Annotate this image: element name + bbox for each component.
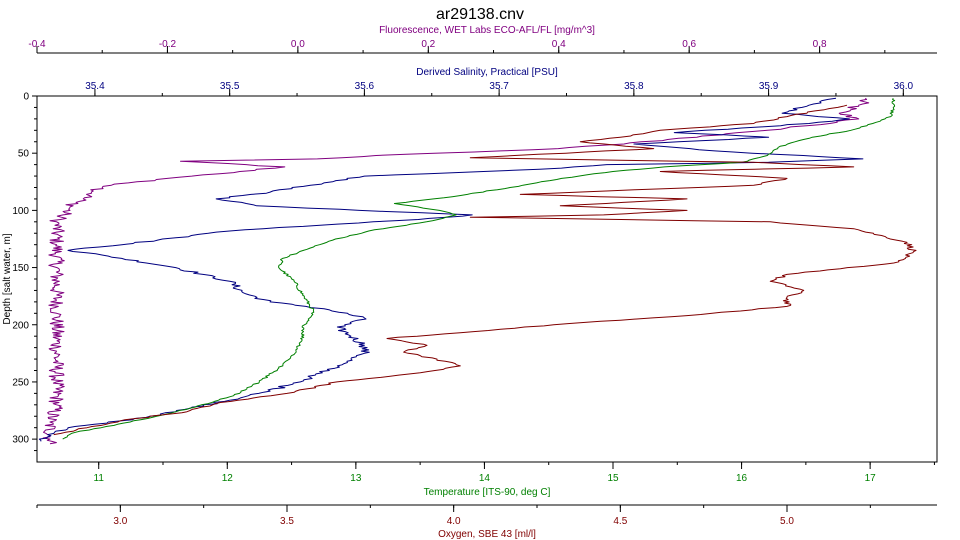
chart-title: ar29138.cnv	[436, 6, 524, 23]
depth-tick-label: 50	[18, 149, 30, 160]
depth-tick-label: 200	[12, 320, 29, 331]
salinity-tick-label: 36.0	[894, 81, 914, 92]
depth-tick-label: 100	[12, 206, 29, 217]
salinity-tick-label: 35.6	[355, 81, 375, 92]
temperature-tick-label: 17	[865, 473, 877, 484]
oxygen-tick-label: 3.5	[280, 516, 294, 527]
depth-axis-title: Depth [salt water, m]	[2, 233, 13, 324]
fluorescence-tick-label: 0.0	[291, 39, 305, 50]
fluorescence-tick-label: 0.2	[421, 39, 435, 50]
temperature-tick-label: 11	[94, 473, 105, 484]
fluorescence-tick-label: -0.2	[159, 39, 177, 50]
axes-layer: -0.4 -0.2 0.0 0.2 0.4 0.6 0.8 35.4 35.5 35.6 35.7 3…	[12, 39, 937, 527]
temperature-tick-label: 14	[479, 473, 491, 484]
temperature-tick-label: 13	[350, 473, 362, 484]
salinity-tick-label: 35.9	[759, 81, 779, 92]
oxygen-tick-label: 4.0	[447, 516, 461, 527]
salinity-tick-label: 35.4	[85, 81, 105, 92]
depth-tick-label: 150	[12, 263, 29, 274]
temperature-tick-label: 16	[736, 473, 748, 484]
salinity-trace	[38, 97, 864, 442]
fluorescence-tick-label: 0.4	[552, 39, 566, 50]
salinity-tick-label: 35.5	[220, 81, 240, 92]
salinity-tick-label: 35.8	[624, 81, 644, 92]
fluorescence-tick-label: 0.6	[682, 39, 696, 50]
fluorescence-tick-label: 0.8	[813, 39, 827, 50]
temperature-axis-title: Temperature [ITS-90, deg C]	[424, 487, 551, 498]
fluorescence-tick-label: -0.4	[28, 39, 46, 50]
depth-tick-label: 0	[23, 92, 29, 103]
series-layer	[38, 97, 917, 445]
salinity-axis-title: Derived Salinity, Practical [PSU]	[416, 67, 558, 78]
depth-tick-label: 250	[12, 377, 29, 388]
temperature-trace	[62, 98, 896, 440]
fluorescence-trace	[42, 97, 870, 445]
depth-tick-label: 300	[12, 435, 29, 446]
oxygen-axis-title: Oxygen, SBE 43 [ml/l]	[438, 529, 536, 540]
oxygen-tick-label: 5.0	[780, 516, 794, 527]
oxygen-tick-label: 4.5	[613, 516, 627, 527]
salinity-tick-label: 35.7	[489, 81, 509, 92]
oxygen-tick-label: 3.0	[113, 516, 127, 527]
fluorescence-axis-title: Fluorescence, WET Labs ECO-AFL/FL [mg/m^…	[379, 25, 595, 36]
temperature-tick-label: 15	[607, 473, 619, 484]
temperature-tick-label: 12	[222, 473, 234, 484]
plot-area	[36, 95, 938, 463]
oxygen-trace	[53, 104, 917, 436]
